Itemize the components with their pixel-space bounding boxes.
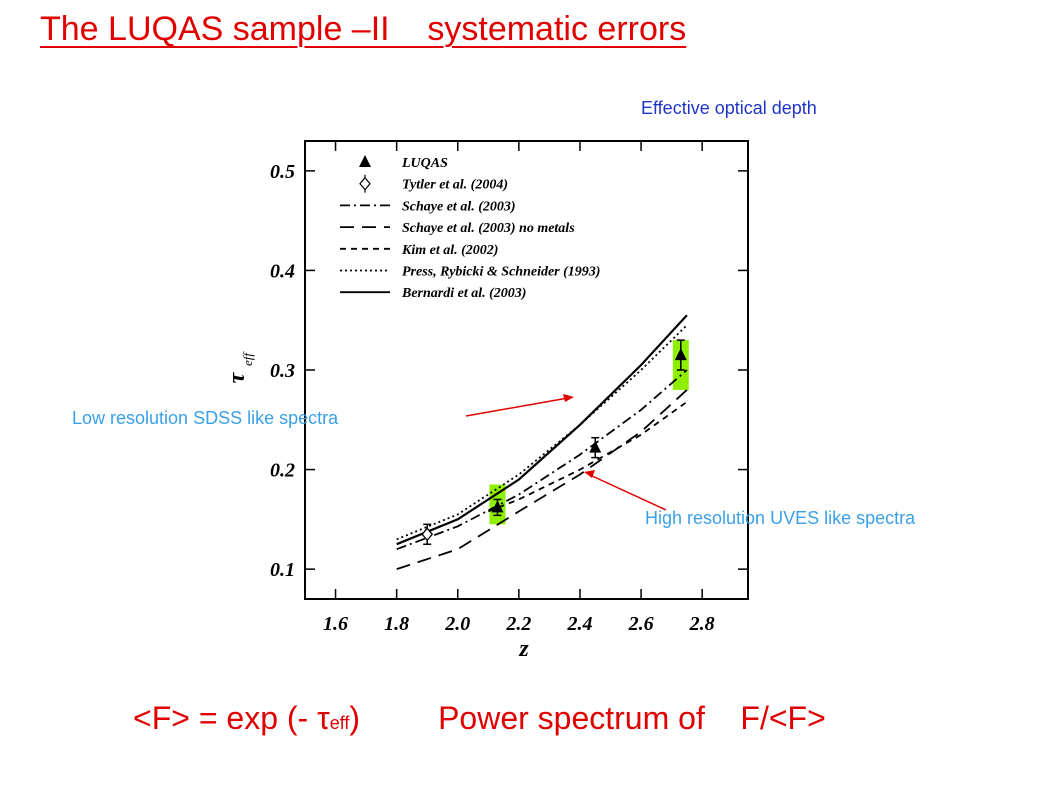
high-res-arrowhead [584,470,595,478]
data-point-luqas [491,500,504,513]
y-tick-label-0: 0.1 [270,559,295,581]
data-point-tytler [421,527,434,542]
y-tick-label-1: 0.2 [270,460,295,482]
formula-part2: ) [349,700,361,736]
effective-optical-depth-label: Effective optical depth [641,98,817,118]
power-spectrum-text: Power spectrum of F/<F> [438,700,826,736]
x-tick-label-1: 1.8 [384,613,409,635]
legend-label-5: Press, Rybicki & Schneider (1993) [402,265,600,280]
series-layer [396,314,688,570]
series-line-3 [396,389,688,570]
y-axis-label-sub: eff [240,351,255,366]
high-resolution-label: High resolution UVES like spectra [645,508,916,528]
y-tick-label-2: 0.3 [270,360,295,382]
legend-label-2: Schaye et al. (2003) [402,199,516,214]
footer-formula: <F> = exp (- τeff) Power spectrum of F/<F… [133,700,826,737]
series-line-0 [396,314,688,546]
series-line-4 [487,401,688,513]
legend: LUQAS Tytler et al. (2004) Schaye et al. (… [340,155,600,301]
legend-label-0: LUQAS [401,156,448,171]
x-tick-label-2: 2.0 [444,613,470,635]
y-tick-labels: 0.1 0.2 0.3 0.4 0.5 [270,161,295,581]
x-tick-label-4: 2.4 [566,613,592,635]
highlight-layer [489,340,689,525]
x-tick-labels: 1.6 1.8 2.0 2.2 2.4 2.6 2.8 [323,613,715,635]
legend-marker-triangle [359,155,371,167]
x-tick-label-3: 2.2 [505,613,531,635]
points-layer [421,339,687,545]
page-title: The LUQAS sample –II systematic errors [40,10,687,48]
series-line-1 [396,324,688,541]
data-point-luqas [674,348,687,361]
x-axis-label: z [518,636,529,662]
x-tick-label-6: 2.8 [689,613,715,635]
tick-layer [305,141,748,599]
legend-label-4: Kim et al. (2002) [401,243,498,258]
legend-label-3: Schaye et al. (2003) no metals [402,221,575,236]
y-axis-label: τ eff [224,351,255,384]
legend-marker-diamond [359,176,371,191]
formula-part1: <F> = exp (- [133,700,318,736]
x-tick-label-0: 1.6 [323,613,348,635]
low-resolution-label: Low resolution SDSS like spectra [72,408,339,428]
legend-label-1: Tytler et al. (2004) [402,178,508,193]
series-line-2 [396,369,688,551]
low-res-arrowhead [563,394,574,402]
formula-tau: τ [317,700,330,736]
annotation-arrows [465,394,667,511]
low-res-arrow [465,397,569,417]
legend-label-6: Bernardi et al. (2003) [401,286,526,301]
y-tick-label-4: 0.5 [270,161,295,183]
data-point-luqas [589,440,602,453]
x-tick-label-5: 2.6 [628,613,654,635]
y-tick-label-3: 0.4 [270,260,295,282]
high-res-arrow [589,474,667,511]
y-axis-label-tau: τ [224,371,250,383]
formula-eff-subscript: eff [329,713,350,733]
